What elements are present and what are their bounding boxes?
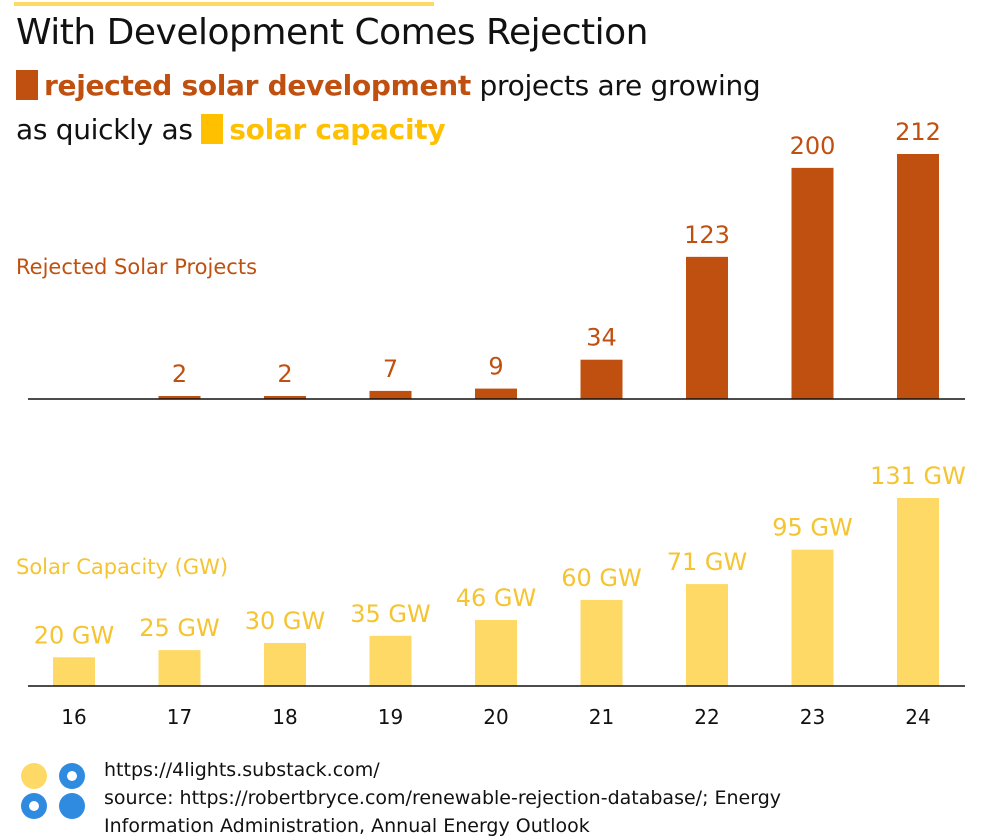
solar-capacity-panel: Solar Capacity (GW) 20 GW 25 GW 30 GW 35 GW…	[16, 462, 966, 729]
capacity-bar	[897, 498, 939, 686]
subtitle-capacity: solar capacity	[229, 113, 446, 146]
x-tick-label: 17	[167, 705, 192, 729]
rejected-bar	[264, 396, 306, 399]
capacity-bar	[686, 584, 728, 686]
capacity-bar	[158, 650, 201, 686]
capacity-value-label: 35 GW	[350, 600, 431, 628]
subtitle-text-1: projects are growing	[470, 69, 761, 102]
rejected-bar	[369, 390, 412, 399]
rejected-bar	[897, 154, 939, 399]
capacity-value-label: 60 GW	[561, 564, 642, 592]
capacity-swatch	[201, 114, 224, 144]
capacity-value-label: 25 GW	[139, 614, 220, 642]
capacity-value-label: 20 GW	[34, 621, 115, 649]
x-tick-label: 20	[483, 705, 508, 729]
capacity-bar	[580, 599, 623, 686]
rejected-value-label: 123	[684, 221, 730, 249]
page-title: With Development Comes Rejection	[16, 12, 649, 53]
rejected-value-label: 9	[488, 353, 503, 381]
capacity-panel-title: Solar Capacity (GW)	[16, 555, 228, 579]
rejected-bar	[791, 167, 834, 399]
rejected-bar	[580, 359, 623, 399]
rejected-bar	[475, 388, 517, 399]
capacity-bar	[264, 642, 306, 686]
rejected-value-label: 212	[895, 118, 941, 146]
capacity-value-label: 95 GW	[772, 514, 853, 542]
footer-source-line-1: source: https://robertbryce.com/renewabl…	[104, 787, 782, 809]
x-tick-label: 18	[272, 705, 297, 729]
rejected-projects-panel: Rejected Solar Projects 2 2 7 9 34 123 200 212	[16, 118, 965, 400]
footer-source-line-2: Information Administration, Annual Energ…	[104, 815, 590, 837]
rejected-value-label: 2	[172, 360, 187, 388]
capacity-bar	[53, 657, 95, 686]
rejected-value-label: 7	[383, 355, 398, 383]
rejected-panel-title: Rejected Solar Projects	[16, 255, 257, 279]
title-accent-line	[14, 2, 434, 6]
capacity-bar	[475, 619, 517, 686]
subtitle-text-2: as quickly as	[16, 113, 202, 146]
footer-url: https://4lights.substack.com/	[104, 759, 380, 781]
capacity-value-label: 46 GW	[456, 584, 537, 612]
x-tick-label: 23	[800, 705, 825, 729]
rejected-value-label: 34	[586, 324, 617, 352]
subtitle-rejected: rejected solar development	[44, 69, 471, 102]
capacity-value-label: 30 GW	[245, 607, 326, 635]
x-tick-label: 19	[378, 705, 403, 729]
capacity-bar	[791, 549, 834, 686]
rejected-bar	[686, 256, 728, 399]
footer: https://4lights.substack.com/ source: ht…	[104, 756, 884, 840]
x-tick-label: 21	[589, 705, 614, 729]
rejected-bar	[158, 396, 201, 399]
capacity-bar	[369, 635, 412, 686]
capacity-value-label: 71 GW	[667, 548, 748, 576]
capacity-value-label: 131 GW	[870, 462, 966, 490]
rejected-value-label: 200	[790, 132, 836, 160]
rejected-swatch	[16, 70, 38, 100]
x-tick-label: 24	[905, 705, 930, 729]
subtitle: rejected solar development projects are …	[16, 64, 836, 152]
logo-icon	[21, 763, 85, 819]
rejected-value-label: 2	[277, 360, 292, 388]
x-tick-label: 16	[61, 705, 86, 729]
x-tick-label: 22	[694, 705, 719, 729]
